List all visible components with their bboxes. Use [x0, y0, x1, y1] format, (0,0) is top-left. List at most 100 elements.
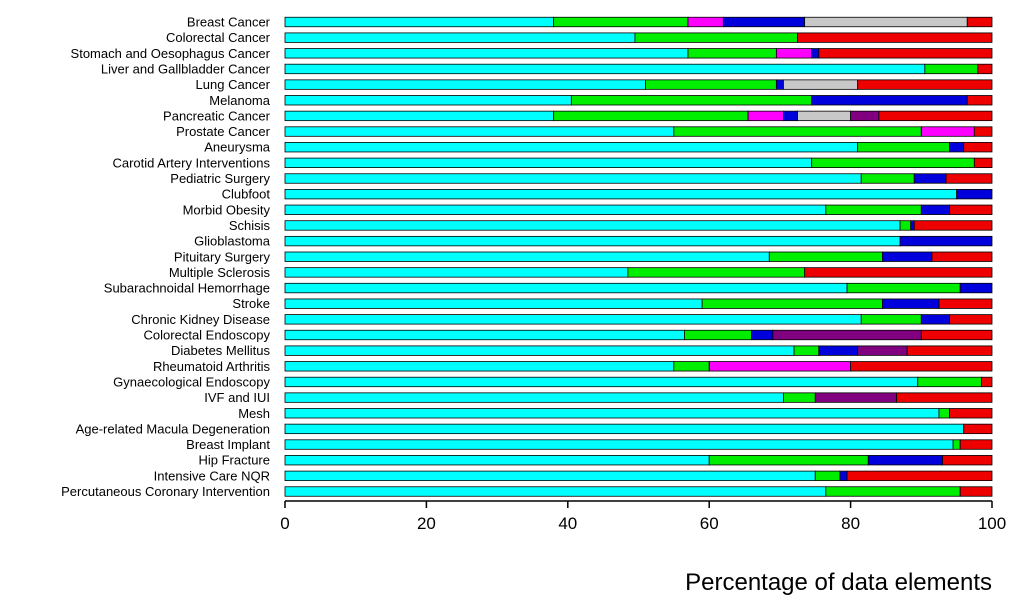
bar-segment	[553, 110, 749, 122]
bar-segment	[945, 173, 993, 184]
bar-segment	[783, 79, 859, 90]
bar-segment	[899, 220, 912, 231]
bar-segment	[284, 423, 965, 435]
bar-segment	[284, 126, 675, 137]
x-axis-label: Percentage of data elements	[685, 569, 992, 596]
bar-segment	[846, 282, 961, 294]
bar-segment	[645, 79, 777, 90]
bar-row	[284, 220, 993, 231]
bar-segment	[687, 48, 777, 59]
category-label: Pituitary Surgery	[174, 249, 271, 264]
bar-segment	[284, 282, 848, 294]
bar-segment	[284, 314, 862, 325]
bar-segment	[920, 329, 993, 341]
bar-row	[284, 392, 993, 403]
bar-segment	[627, 267, 806, 278]
bar-segment	[949, 204, 993, 215]
x-tick-label: 80	[841, 514, 860, 533]
bar-segment	[284, 142, 859, 153]
category-label: Percutaneous Coronary Intervention	[61, 484, 270, 499]
bar-segment	[284, 408, 940, 419]
bar-row	[284, 439, 993, 450]
bar-segment	[284, 110, 555, 122]
category-label: Rheumatoid Arthritis	[153, 359, 271, 374]
bar-segment	[284, 16, 555, 28]
bar-row	[284, 142, 993, 153]
category-label: Gynaecological Endoscopy	[113, 374, 270, 389]
bar-segment	[768, 251, 883, 262]
bar-segment	[708, 361, 852, 372]
bar-segment	[977, 63, 993, 75]
bar-segment	[673, 361, 710, 372]
bar-row	[284, 63, 993, 75]
bar-segment	[797, 32, 993, 43]
category-label: Morbid Obesity	[183, 202, 271, 217]
bar-row	[284, 110, 993, 122]
bar-segment	[772, 329, 922, 341]
category-label: Liver and Gallbladder Cancer	[101, 61, 271, 76]
bar-segment	[284, 329, 685, 341]
bar-segment	[284, 345, 795, 356]
bar-segment	[284, 63, 926, 75]
category-label: IVF and IUI	[204, 390, 270, 405]
bar-segment	[966, 16, 993, 28]
bar-row	[284, 95, 993, 106]
bar-segment	[963, 423, 993, 435]
bar-segment	[783, 110, 798, 122]
bar-segment	[687, 16, 724, 28]
bar-row	[284, 79, 993, 90]
category-label: Mesh	[238, 406, 270, 421]
category-label: Breast Cancer	[187, 15, 271, 30]
bar-segment	[284, 173, 862, 184]
bar-segment	[284, 455, 710, 466]
bar-segment	[701, 298, 883, 309]
bar-segment	[804, 267, 993, 278]
bar-segment	[857, 79, 993, 90]
category-label: Colorectal Cancer	[166, 30, 271, 45]
bar-segment	[913, 220, 993, 231]
bar-segment	[284, 188, 958, 200]
bar-segment	[825, 204, 922, 215]
bar-segment	[284, 251, 770, 262]
bar-segment	[867, 455, 943, 466]
bar-segment	[804, 16, 968, 28]
bar-segment	[811, 48, 820, 59]
bar-segment	[850, 361, 993, 372]
bar-segment	[793, 345, 820, 356]
category-label: Colorectal Endoscopy	[144, 328, 271, 343]
bar-segment	[949, 314, 993, 325]
bar-row	[284, 267, 993, 278]
bar-segment	[973, 157, 993, 169]
bar-segment	[747, 110, 784, 122]
bar-segment	[952, 439, 961, 450]
category-label: Age-related Macula Degeneration	[76, 421, 270, 436]
bar-segment	[634, 32, 798, 43]
bar-row	[284, 251, 993, 262]
x-tick-label: 0	[280, 514, 289, 533]
bar-segment	[722, 16, 806, 28]
category-label: Pediatric Surgery	[170, 171, 270, 186]
bar-segment	[882, 298, 940, 309]
bar-segment	[942, 455, 993, 466]
bar-segment	[966, 95, 993, 106]
bar-segment	[980, 376, 993, 388]
category-label: Clubfoot	[222, 187, 271, 202]
x-tick-label: 60	[700, 514, 719, 533]
bar-row	[284, 376, 993, 388]
bar-row	[284, 345, 993, 356]
bar-segment	[839, 470, 848, 482]
x-tick-label: 20	[417, 514, 436, 533]
bar-segment	[284, 298, 703, 309]
bar-segment	[882, 251, 933, 262]
bar-segment	[284, 361, 675, 372]
bar-row	[284, 157, 993, 169]
category-label: Melanoma	[209, 93, 270, 108]
bar-segment	[783, 392, 816, 403]
bar-segment	[818, 345, 859, 356]
category-label: Schisis	[229, 218, 271, 233]
bar-row	[284, 204, 993, 215]
category-label: Stomach and Oesophagus Cancer	[71, 46, 271, 61]
bar-row	[284, 298, 993, 309]
bar-segment	[949, 408, 993, 419]
